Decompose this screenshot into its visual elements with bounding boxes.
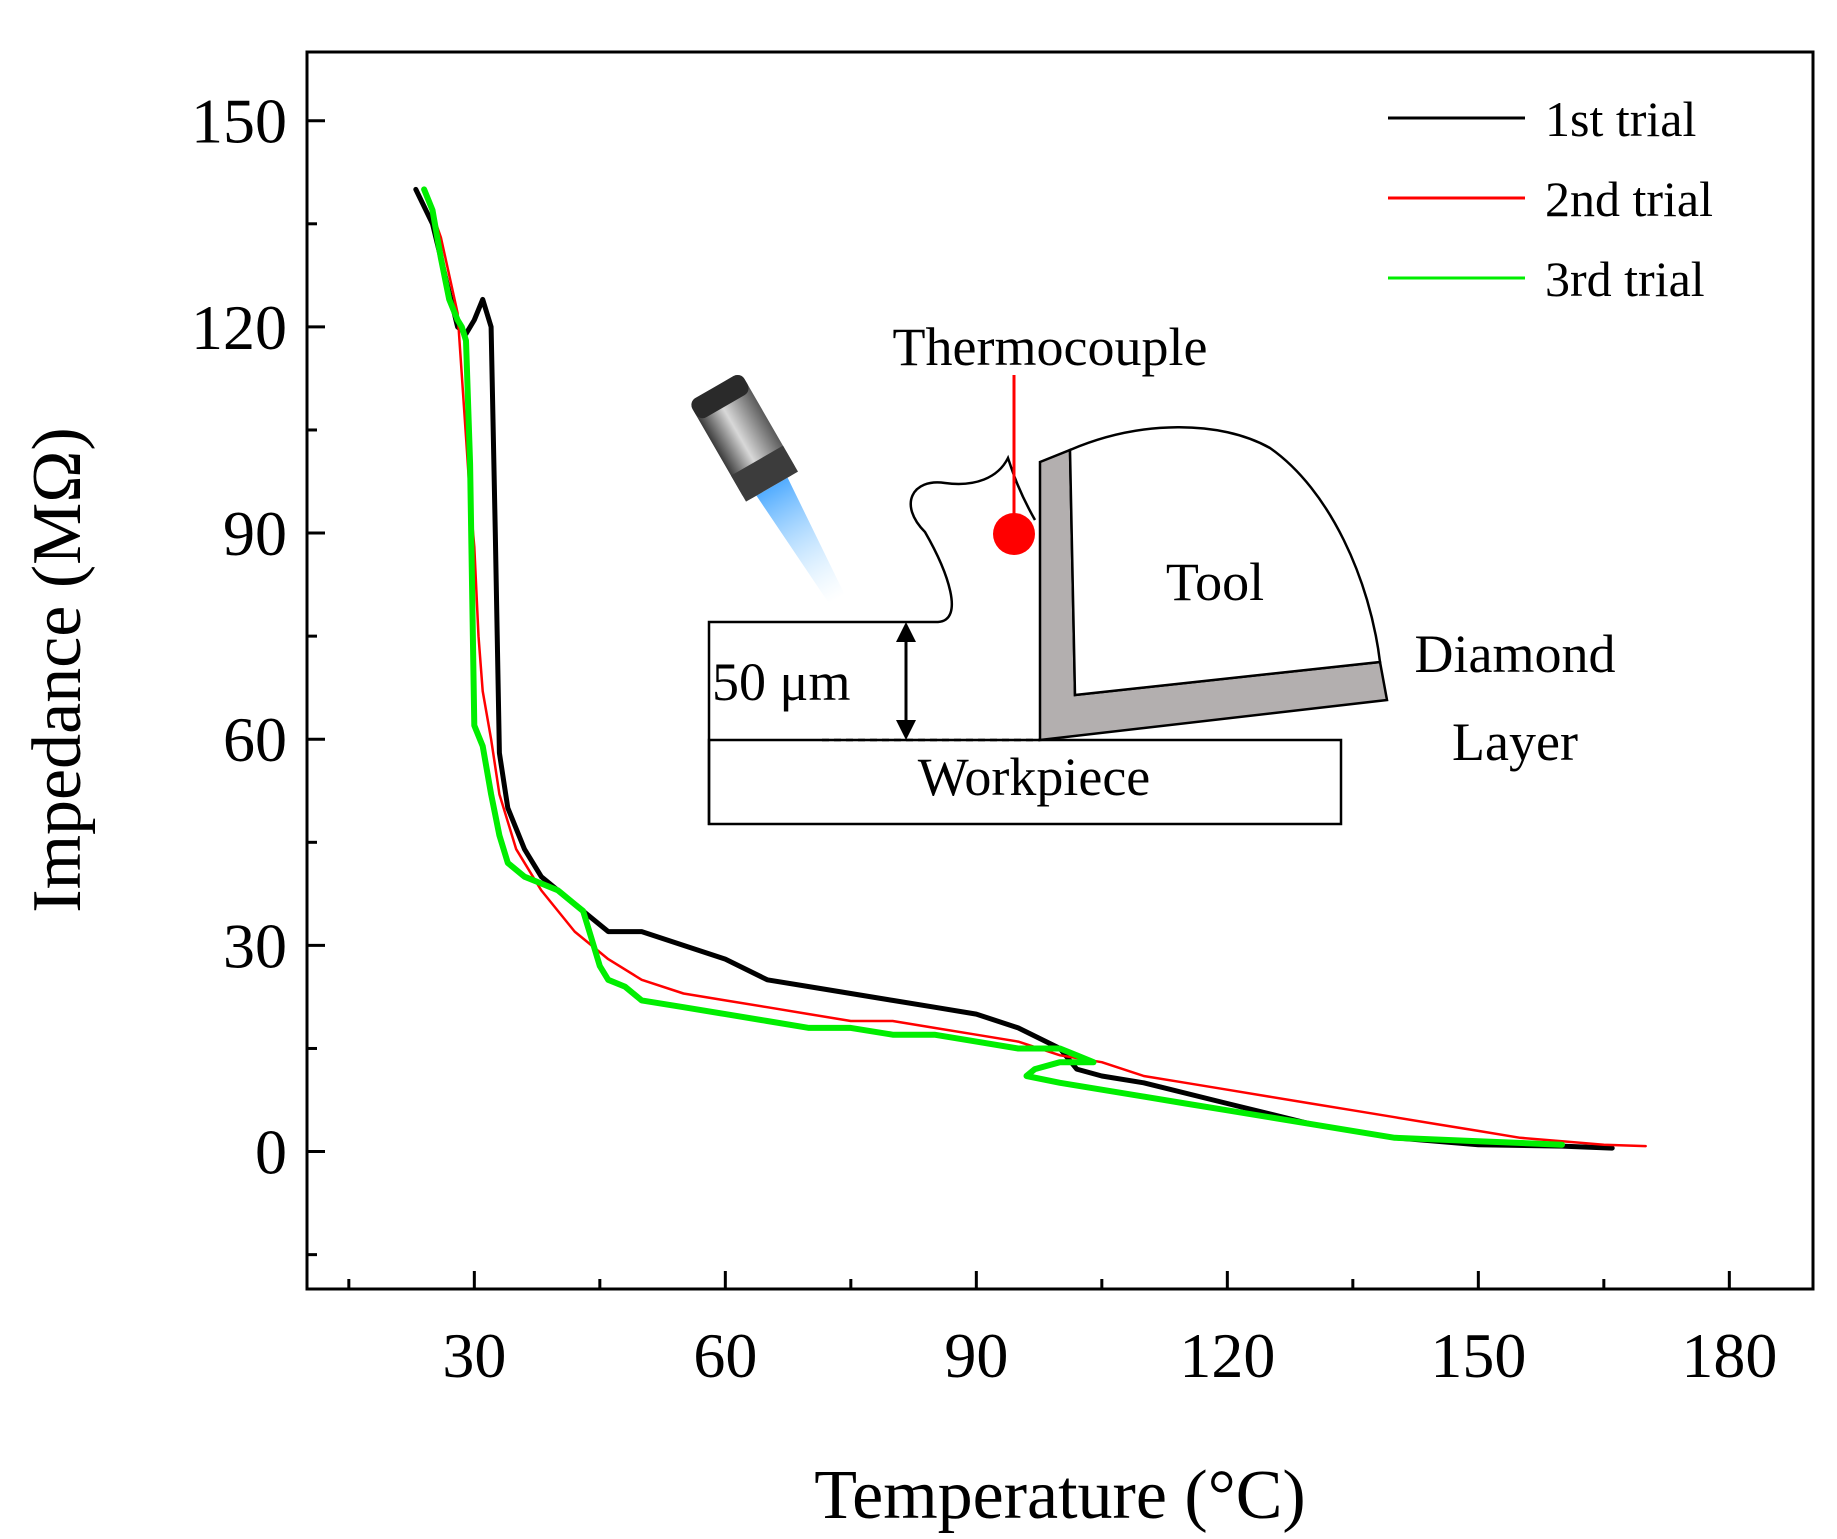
y-axis-ticks: 0 30 60 90 120 150 <box>191 86 325 1257</box>
diamond-layer-label-line1: Diamond <box>1415 624 1616 684</box>
x-tick-label: 150 <box>1430 1320 1526 1391</box>
y-tick-label: 120 <box>191 292 287 363</box>
y-tick-label: 150 <box>191 86 287 157</box>
series-line-2nd-trial <box>422 188 1647 1148</box>
x-tick-label: 180 <box>1681 1320 1777 1391</box>
plot-area-frame <box>305 50 1815 1291</box>
heat-nozzle-icon <box>691 374 845 604</box>
depth-arrow-head-up <box>896 622 916 642</box>
workpiece-block <box>707 738 1343 826</box>
legend-label-3rd-trial: 3rd trial <box>1545 251 1705 307</box>
legend: 1st trial 2nd trial 3rd trial <box>1388 91 1713 307</box>
y-tick-label: 60 <box>223 704 287 775</box>
diamond-layer-label-line2: Layer <box>1452 712 1578 772</box>
depth-arrow-head-down <box>896 720 916 740</box>
x-tick-label: 90 <box>944 1320 1008 1391</box>
x-tick-label: 60 <box>693 1320 757 1391</box>
legend-label-1st-trial: 1st trial <box>1545 91 1696 147</box>
tool-label: Tool <box>1166 552 1264 612</box>
x-axis-ticks: 30 60 90 120 150 180 <box>347 1271 1777 1391</box>
series-line-3rd-trial <box>421 186 1565 1148</box>
x-tick-label: 120 <box>1179 1320 1275 1391</box>
y-tick-label: 90 <box>223 498 287 569</box>
y-tick-label: 0 <box>255 1117 287 1188</box>
workpiece-label: Workpiece <box>918 747 1151 807</box>
x-tick-label: 30 <box>442 1320 506 1391</box>
tool-body <box>1068 426 1382 697</box>
series-line-1st-trial <box>413 186 1615 1151</box>
legend-label-2nd-trial: 2nd trial <box>1545 171 1713 227</box>
inset-schematic: Workpiece 50 μm Tool Diamond Layer Therm… <box>691 317 1616 826</box>
thermocouple-label: Thermocouple <box>893 317 1208 377</box>
data-series-group <box>413 186 1647 1151</box>
heat-beam <box>756 477 845 604</box>
y-tick-label: 30 <box>223 910 287 981</box>
y-axis-title: Impedance (MΩ) <box>19 427 96 912</box>
thermocouple-bead <box>993 513 1035 555</box>
x-axis-title: Temperature (°C) <box>814 1457 1305 1534</box>
chip-outline <box>707 454 1037 825</box>
depth-label: 50 μm <box>712 652 850 712</box>
